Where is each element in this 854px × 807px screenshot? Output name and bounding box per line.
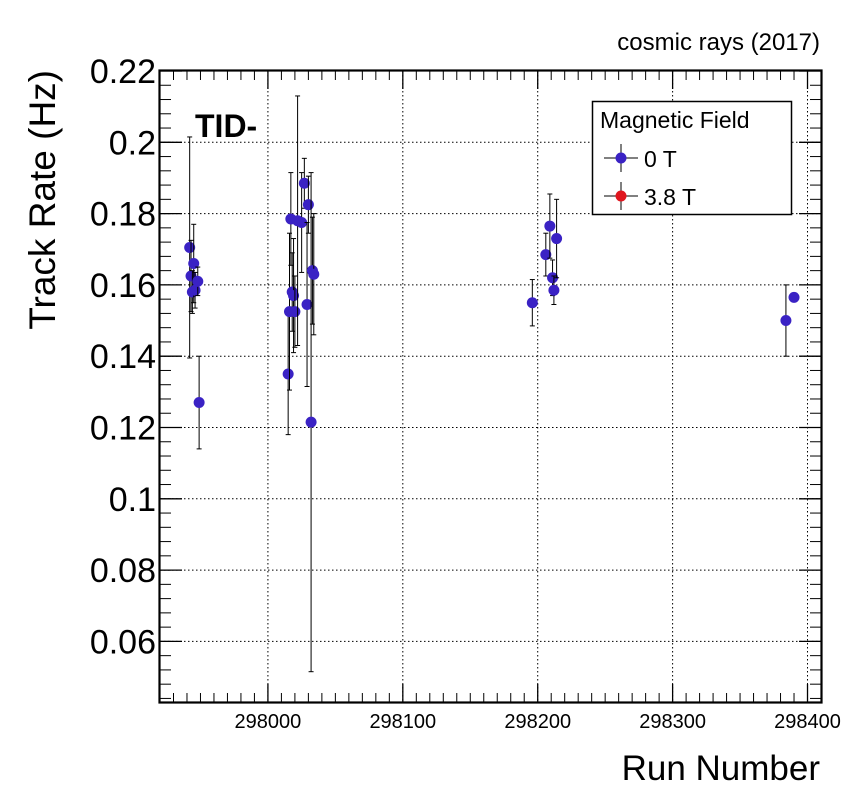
legend-marker [615, 190, 627, 202]
marker [526, 297, 538, 309]
x-tick-label: 298300 [639, 711, 706, 733]
y-tick-label: 0.08 [90, 552, 156, 590]
marker [298, 177, 310, 189]
data-point [526, 279, 538, 327]
marker [548, 284, 560, 296]
marker [184, 241, 196, 253]
plot-frame [158, 69, 823, 704]
legend: Magnetic Field 0 T 3.8 T [591, 100, 793, 216]
data-point [296, 172, 308, 273]
y-axis-ticks: 0.06 0.08 0.1 0.12 0.14 0.16 0.18 0.2 0.22 [90, 53, 821, 699]
marker [308, 268, 320, 280]
data-point [788, 291, 800, 303]
y-tick-label: 0.1 [109, 481, 156, 519]
legend-marker [615, 152, 627, 164]
x-tick-label: 298100 [369, 711, 436, 733]
x-axis-label: Run Number [622, 749, 821, 788]
annotation-label: TID- [195, 108, 257, 144]
marker [289, 306, 301, 318]
legend-title: Magnetic Field [600, 107, 750, 133]
data-point [551, 198, 563, 279]
marker [547, 272, 559, 284]
y-tick-label: 0.22 [90, 53, 156, 91]
data-point [298, 157, 310, 209]
marker [544, 220, 556, 232]
data-point [192, 266, 204, 297]
y-tick-label: 0.06 [90, 623, 156, 661]
data-point [548, 275, 560, 306]
marker [282, 368, 294, 380]
data-point [305, 172, 317, 673]
data-point [547, 259, 559, 297]
top-label: cosmic rays (2017) [617, 29, 820, 56]
marker [296, 217, 308, 229]
data-point [193, 355, 205, 450]
marker [305, 416, 317, 428]
y-tick-label: 0.18 [90, 196, 156, 234]
x-tick-label: 298200 [504, 711, 571, 733]
marker [193, 397, 205, 409]
data-points [184, 95, 800, 673]
y-tick-label: 0.14 [90, 338, 156, 376]
legend-label: 0 T [644, 146, 677, 172]
marker [788, 291, 800, 303]
marker [551, 233, 563, 245]
x-tick-label: 298400 [774, 711, 841, 733]
legend-entry: 0 T [604, 144, 677, 172]
y-tick-label: 0.12 [90, 409, 156, 447]
legend-entry: 3.8 T [604, 182, 696, 210]
marker [288, 290, 300, 302]
y-axis-label: Track Rate (Hz) [22, 70, 63, 330]
data-point [184, 136, 196, 359]
marker [302, 199, 314, 211]
marker [301, 299, 313, 311]
marker [540, 249, 552, 261]
legend-entries: 0 T 3.8 T [604, 144, 696, 210]
marker [192, 275, 204, 287]
data-point [288, 238, 300, 354]
y-tick-label: 0.16 [90, 267, 156, 305]
marker [188, 258, 200, 270]
y-tick-label: 0.2 [109, 124, 156, 162]
data-point [308, 213, 320, 336]
data-point [301, 222, 313, 387]
x-axis-ticks: 298000 298100 298200 298300 298400 [159, 71, 841, 733]
marker [780, 315, 792, 327]
data-point [544, 193, 556, 259]
legend-label: 3.8 T [644, 184, 696, 210]
x-tick-label: 298000 [235, 711, 302, 733]
data-point [780, 284, 792, 357]
